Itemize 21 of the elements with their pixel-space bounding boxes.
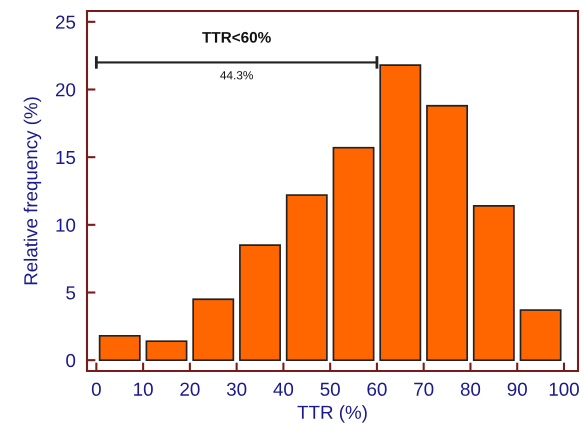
y-tick-label: 20 xyxy=(56,83,76,96)
annotation: TTR<60% xyxy=(202,32,271,43)
y-axis-title: Relative frequency (%) xyxy=(24,97,42,284)
y-tick-label: 0 xyxy=(66,354,76,368)
x-tick-label: 70 xyxy=(414,382,434,396)
x-tick-label: 90 xyxy=(508,382,527,396)
x-tick-label: 50 xyxy=(320,382,340,396)
x-tick-label: 20 xyxy=(180,382,200,396)
x-tick-label: 30 xyxy=(226,382,246,396)
y-tick-label: 15 xyxy=(56,151,76,164)
y-tick-label: 10 xyxy=(56,218,76,232)
annotation: 44.3% xyxy=(220,71,253,80)
y-tick-label: 25 xyxy=(56,16,76,29)
x-tick-label: 0 xyxy=(92,382,101,396)
x-tick-label: 10 xyxy=(134,382,153,396)
x-tick-label: 80 xyxy=(460,382,480,396)
y-tick-label: 5 xyxy=(66,286,76,300)
x-axis-title: TTR (%) xyxy=(298,405,367,423)
x-tick-label: 100 xyxy=(550,382,579,396)
x-tick-label: 60 xyxy=(367,382,387,396)
x-tick-label: 40 xyxy=(273,382,294,396)
